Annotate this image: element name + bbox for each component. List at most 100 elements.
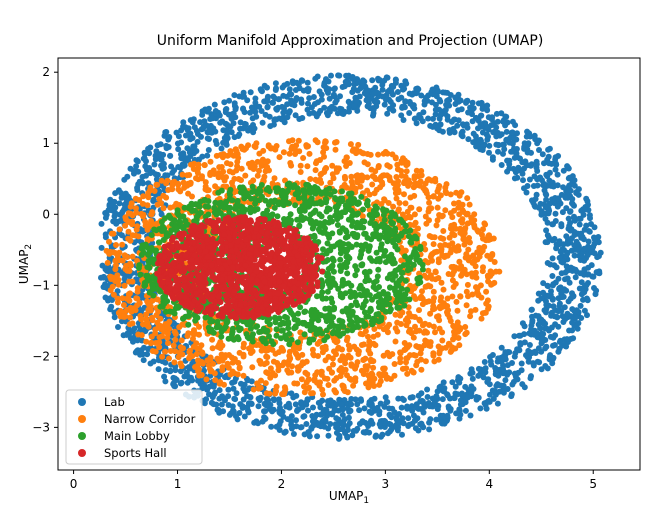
scatter-point [361, 159, 368, 166]
scatter-point [543, 301, 550, 308]
scatter-point [171, 359, 178, 366]
scatter-point [258, 182, 265, 188]
scatter-point [475, 125, 481, 132]
scatter-point [140, 180, 146, 187]
scatter-point [526, 342, 533, 348]
scatter-point [399, 365, 406, 372]
scatter-point [303, 358, 310, 365]
scatter-point [332, 146, 339, 153]
scatter-point [143, 316, 150, 323]
scatter-point [418, 356, 424, 363]
scatter-point [111, 198, 118, 205]
scatter-point [365, 333, 371, 340]
scatter-point [321, 82, 328, 89]
scatter-point [475, 365, 482, 372]
scatter-point [171, 375, 178, 382]
scatter-point [445, 403, 452, 410]
scatter-point [407, 204, 414, 211]
scatter-point [266, 404, 273, 411]
scatter-point [370, 112, 376, 119]
scatter-point [481, 359, 488, 365]
scatter-point [366, 374, 373, 381]
scatter-point [211, 101, 218, 108]
scatter-point [327, 397, 334, 404]
scatter-point [593, 269, 600, 276]
scatter-point [485, 133, 491, 140]
scatter-point [225, 393, 232, 400]
scatter-point [472, 306, 479, 313]
scatter-point [379, 86, 386, 93]
scatter-point [252, 99, 259, 106]
scatter-point [276, 154, 283, 161]
scatter-point [229, 379, 236, 386]
scatter-point [380, 352, 387, 359]
scatter-point [287, 211, 294, 218]
scatter-point [536, 147, 542, 153]
scatter-point [581, 268, 588, 275]
scatter-point [432, 121, 439, 128]
scatter-point [465, 246, 472, 253]
scatter-point [330, 92, 337, 99]
scatter-point [336, 367, 343, 374]
scatter-point [335, 165, 342, 172]
scatter-point [448, 222, 455, 229]
scatter-point [248, 401, 255, 407]
scatter-point [396, 200, 403, 206]
scatter-point [129, 253, 136, 260]
scatter-point [456, 258, 463, 265]
scatter-point [443, 190, 450, 197]
scatter-point [412, 115, 419, 122]
scatter-point [405, 415, 412, 422]
scatter-point [440, 379, 447, 386]
scatter-point [401, 178, 408, 185]
scatter-point [392, 338, 399, 345]
scatter-point [365, 347, 372, 354]
scatter-point [209, 345, 216, 352]
scatter-point [496, 388, 503, 395]
scatter-point [249, 115, 256, 122]
scatter-point [425, 115, 432, 122]
scatter-point [231, 370, 238, 377]
scatter-point [179, 161, 186, 168]
scatter-point [416, 206, 423, 213]
scatter-point [348, 178, 355, 185]
scatter-point [406, 213, 413, 220]
scatter-point [158, 177, 165, 184]
scatter-point [430, 323, 437, 330]
scatter-point [406, 180, 413, 186]
scatter-point [124, 254, 131, 260]
scatter-point [580, 236, 587, 243]
scatter-point [293, 392, 300, 399]
scatter-point [467, 412, 474, 419]
scatter-point [496, 131, 503, 138]
scatter-point [398, 158, 405, 165]
scatter-point [403, 168, 410, 175]
scatter-point [200, 123, 207, 130]
scatter-point [464, 210, 471, 217]
scatter-point [433, 222, 440, 229]
scatter-point [376, 408, 383, 415]
scatter-point [419, 288, 425, 295]
scatter-point [148, 339, 155, 346]
scatter-point [564, 275, 571, 282]
scatter-point [173, 129, 180, 136]
scatter-point [553, 245, 560, 252]
scatter-point [540, 182, 547, 189]
scatter-point [423, 187, 430, 194]
scatter-point [125, 235, 132, 242]
scatter-point [324, 231, 331, 238]
scatter-point [279, 391, 286, 398]
scatter-point [401, 104, 408, 111]
scatter-point [279, 116, 286, 123]
scatter-point [222, 374, 228, 381]
scatter-point [292, 87, 299, 93]
scatter-point [503, 113, 510, 120]
scatter-point [567, 208, 574, 215]
scatter-point [286, 86, 293, 93]
scatter-point [475, 100, 482, 107]
scatter-point [281, 108, 288, 115]
scatter-point [429, 86, 436, 93]
scatter-point [564, 239, 571, 246]
scatter-point [490, 395, 497, 402]
